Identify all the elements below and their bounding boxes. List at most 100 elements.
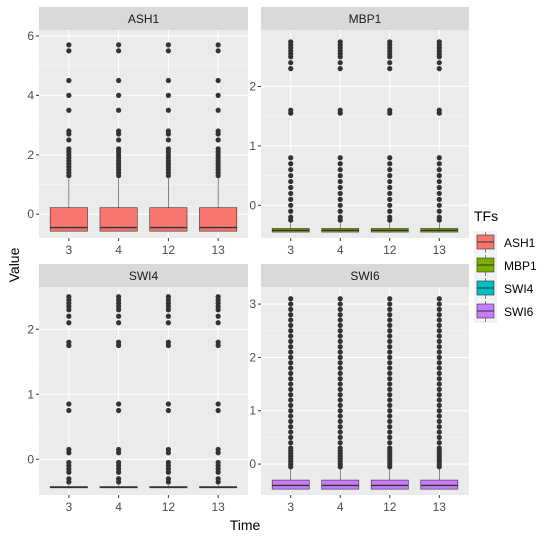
box-body bbox=[99, 207, 138, 232]
outlier-point bbox=[288, 173, 294, 179]
y-axis-title: Value bbox=[6, 247, 22, 282]
outlier-point bbox=[288, 66, 294, 72]
outlier-point bbox=[387, 306, 393, 312]
outlier-point bbox=[215, 446, 221, 453]
outlier-point bbox=[436, 424, 442, 430]
outlier-point bbox=[116, 146, 122, 152]
outlier-point bbox=[436, 418, 442, 424]
outlier-point bbox=[116, 446, 122, 453]
outlier-point bbox=[337, 306, 343, 312]
outlier-point bbox=[288, 301, 294, 307]
x-tick-label: 13 bbox=[211, 243, 225, 257]
outlier-point bbox=[288, 429, 294, 435]
outlier-point bbox=[288, 424, 294, 430]
outlier-point bbox=[288, 312, 294, 318]
panel-background-swi6 bbox=[261, 287, 469, 495]
x-tick-label: 13 bbox=[433, 500, 447, 514]
outlier-point bbox=[387, 66, 393, 72]
outlier-point bbox=[337, 413, 343, 419]
panel-background-swi4 bbox=[39, 287, 248, 495]
strip-swi6 bbox=[261, 264, 469, 287]
outlier-point bbox=[337, 333, 343, 339]
outlier-point bbox=[66, 339, 72, 345]
outlier-point bbox=[66, 320, 72, 326]
strip-mbp1 bbox=[261, 7, 469, 30]
box-swi6-12 bbox=[370, 296, 409, 490]
outlier-point bbox=[288, 408, 294, 414]
box-swi4-13 bbox=[199, 294, 238, 489]
outlier-point bbox=[337, 317, 343, 323]
outlier-point bbox=[337, 178, 343, 185]
outlier-point bbox=[116, 294, 122, 300]
outlier-point bbox=[387, 155, 393, 161]
outlier-point bbox=[288, 208, 294, 214]
outlier-point bbox=[288, 418, 294, 424]
box-body bbox=[49, 207, 88, 232]
outlier-point bbox=[215, 401, 221, 407]
outlier-point bbox=[387, 328, 393, 334]
outlier-point bbox=[387, 360, 393, 366]
outlier-point bbox=[387, 322, 393, 328]
x-tick-label: 13 bbox=[211, 500, 225, 514]
outlier-point bbox=[436, 333, 442, 339]
outlier-point bbox=[387, 418, 393, 424]
y-tick-label: 1 bbox=[249, 139, 256, 153]
box-swi4-3 bbox=[49, 294, 88, 489]
outlier-point bbox=[66, 294, 72, 300]
outlier-point bbox=[288, 386, 294, 392]
panel-background-mbp1 bbox=[261, 30, 469, 238]
outlier-point bbox=[436, 107, 442, 113]
outlier-point bbox=[387, 184, 393, 191]
legend-label: MBP1 bbox=[504, 259, 537, 273]
outlier-point bbox=[66, 146, 72, 152]
outlier-point bbox=[288, 178, 294, 185]
outlier-point bbox=[215, 339, 221, 345]
outlier-point bbox=[288, 184, 294, 191]
legend-key-ash1: ASH1 bbox=[474, 231, 536, 254]
outlier-point bbox=[215, 320, 221, 326]
outlier-point bbox=[288, 434, 294, 440]
outlier-point bbox=[165, 48, 171, 54]
outlier-point bbox=[215, 77, 221, 84]
x-tick-label: 4 bbox=[337, 500, 344, 514]
box-body bbox=[149, 207, 188, 232]
outlier-point bbox=[436, 161, 442, 167]
box-swi4-12 bbox=[149, 294, 188, 489]
outlier-point bbox=[288, 39, 294, 45]
y-tick-label: 1 bbox=[249, 404, 256, 418]
outlier-point bbox=[387, 381, 393, 387]
panel-background-ash1 bbox=[39, 30, 248, 238]
x-tick-label: 13 bbox=[433, 243, 447, 257]
outlier-point bbox=[337, 392, 343, 398]
y-tick-label: 0 bbox=[249, 457, 256, 471]
outlier-point bbox=[387, 344, 393, 350]
x-tick-label: 3 bbox=[66, 243, 73, 257]
outlier-point bbox=[436, 202, 442, 208]
strip-ash1 bbox=[39, 7, 248, 30]
outlier-point bbox=[288, 376, 294, 382]
legend-key-swi4: SWI4 bbox=[474, 277, 534, 300]
box-body bbox=[271, 479, 310, 490]
outlier-point bbox=[387, 333, 393, 339]
outlier-point bbox=[165, 313, 171, 319]
outlier-point bbox=[387, 178, 393, 185]
y-tick-label: 4 bbox=[27, 88, 34, 102]
outlier-point bbox=[436, 39, 442, 45]
outlier-point bbox=[337, 370, 343, 376]
outlier-point bbox=[337, 60, 343, 66]
outlier-point bbox=[337, 214, 343, 220]
outlier-point bbox=[165, 137, 171, 143]
outlier-point bbox=[288, 402, 294, 408]
outlier-point bbox=[387, 161, 393, 167]
box-swi6-4 bbox=[321, 296, 360, 490]
box-ash1-12 bbox=[149, 42, 188, 232]
outlier-point bbox=[387, 429, 393, 435]
outlier-point bbox=[387, 434, 393, 440]
legend-key-swi6: SWI6 bbox=[474, 300, 534, 323]
box-mbp1-3 bbox=[271, 39, 310, 233]
outlier-point bbox=[116, 128, 122, 134]
outlier-point bbox=[337, 349, 343, 355]
outlier-point bbox=[387, 376, 393, 382]
outlier-point bbox=[116, 339, 122, 345]
outlier-point bbox=[288, 196, 294, 202]
